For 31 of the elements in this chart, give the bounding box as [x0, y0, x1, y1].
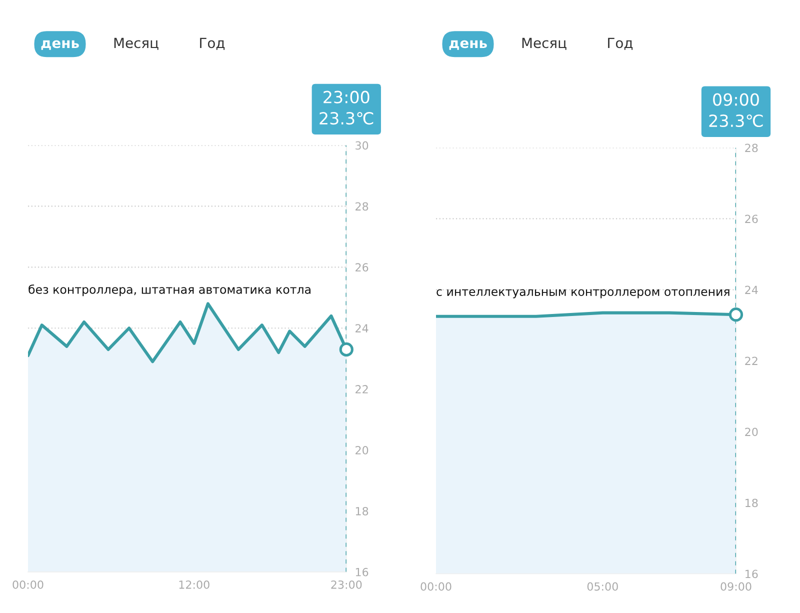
- text: Год: [608, 38, 633, 50]
- y-tick-label: 20: [745, 428, 758, 436]
- y-tick-label: 18: [746, 498, 758, 508]
- y-tick-label: 28: [745, 144, 758, 152]
- text: 09:00 23.3℃: [709, 93, 763, 128]
- y-tick-label: 22: [745, 356, 758, 365]
- text: Месяц: [522, 38, 566, 50]
- x-tick-label: 09:00: [720, 582, 752, 591]
- annotation: с интеллектуальным контроллером отопления: [436, 289, 730, 298]
- y-tick-label: 22: [356, 385, 368, 394]
- x-tick-label: 23:00: [331, 580, 362, 589]
- y-tick-label: 28: [356, 202, 368, 211]
- y-tick-label: 24: [745, 286, 758, 294]
- y-tick-label: 26: [356, 263, 368, 272]
- y-tick-label: 16: [356, 568, 368, 576]
- y-tick-label: 20: [356, 446, 368, 454]
- x-tick-label: 00:00: [12, 580, 44, 589]
- y-tick-label: 26: [745, 214, 758, 224]
- y-tick-label: 18: [356, 506, 368, 516]
- text: Год: [200, 38, 225, 50]
- x-tick-label: 12:00: [179, 580, 210, 589]
- text: Месяц: [114, 38, 158, 50]
- x-tick-label: 00:00: [420, 582, 452, 591]
- text: 23:00 23.3℃: [320, 90, 374, 125]
- annotation: без контроллера, штатная автоматика котла: [28, 284, 310, 296]
- x-tick-label: 05:00: [587, 582, 618, 591]
- text: день: [449, 40, 487, 50]
- y-tick-label: 24: [356, 324, 368, 332]
- text: день: [41, 40, 79, 50]
- y-tick-label: 30: [356, 141, 368, 150]
- y-tick-label: 16: [746, 570, 758, 578]
